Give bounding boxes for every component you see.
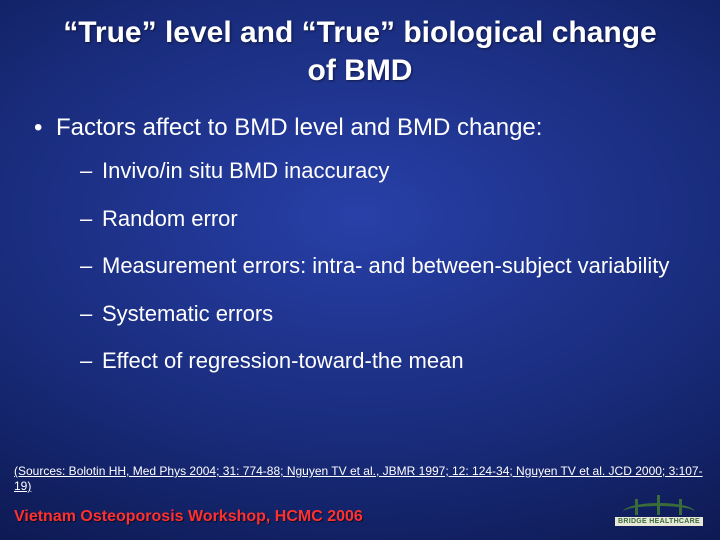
bullet-level2: Effect of regression-toward-the mean xyxy=(30,347,690,375)
slide-title: “True” level and “True” biological chang… xyxy=(0,0,720,97)
bullet-level2: Random error xyxy=(30,205,690,233)
bridge-icon xyxy=(623,493,695,515)
footer-text: Vietnam Osteoporosis Workshop, HCMC 2006 xyxy=(14,508,363,526)
slide-content: Factors affect to BMD level and BMD chan… xyxy=(0,97,720,375)
bullet-level1: Factors affect to BMD level and BMD chan… xyxy=(30,113,690,143)
bullet-level2: Measurement errors: intra- and between-s… xyxy=(30,252,690,280)
logo-label: BRIDGE HEALTHCARE xyxy=(615,517,703,526)
sources-citation: (Sources: Bolotin HH, Med Phys 2004; 31:… xyxy=(14,464,706,494)
logo-bridge-healthcare: BRIDGE HEALTHCARE xyxy=(614,484,704,526)
slide-container: “True” level and “True” biological chang… xyxy=(0,0,720,540)
bullet-level2: Systematic errors xyxy=(30,300,690,328)
bullet-level2: Invivo/in situ BMD inaccuracy xyxy=(30,157,690,185)
